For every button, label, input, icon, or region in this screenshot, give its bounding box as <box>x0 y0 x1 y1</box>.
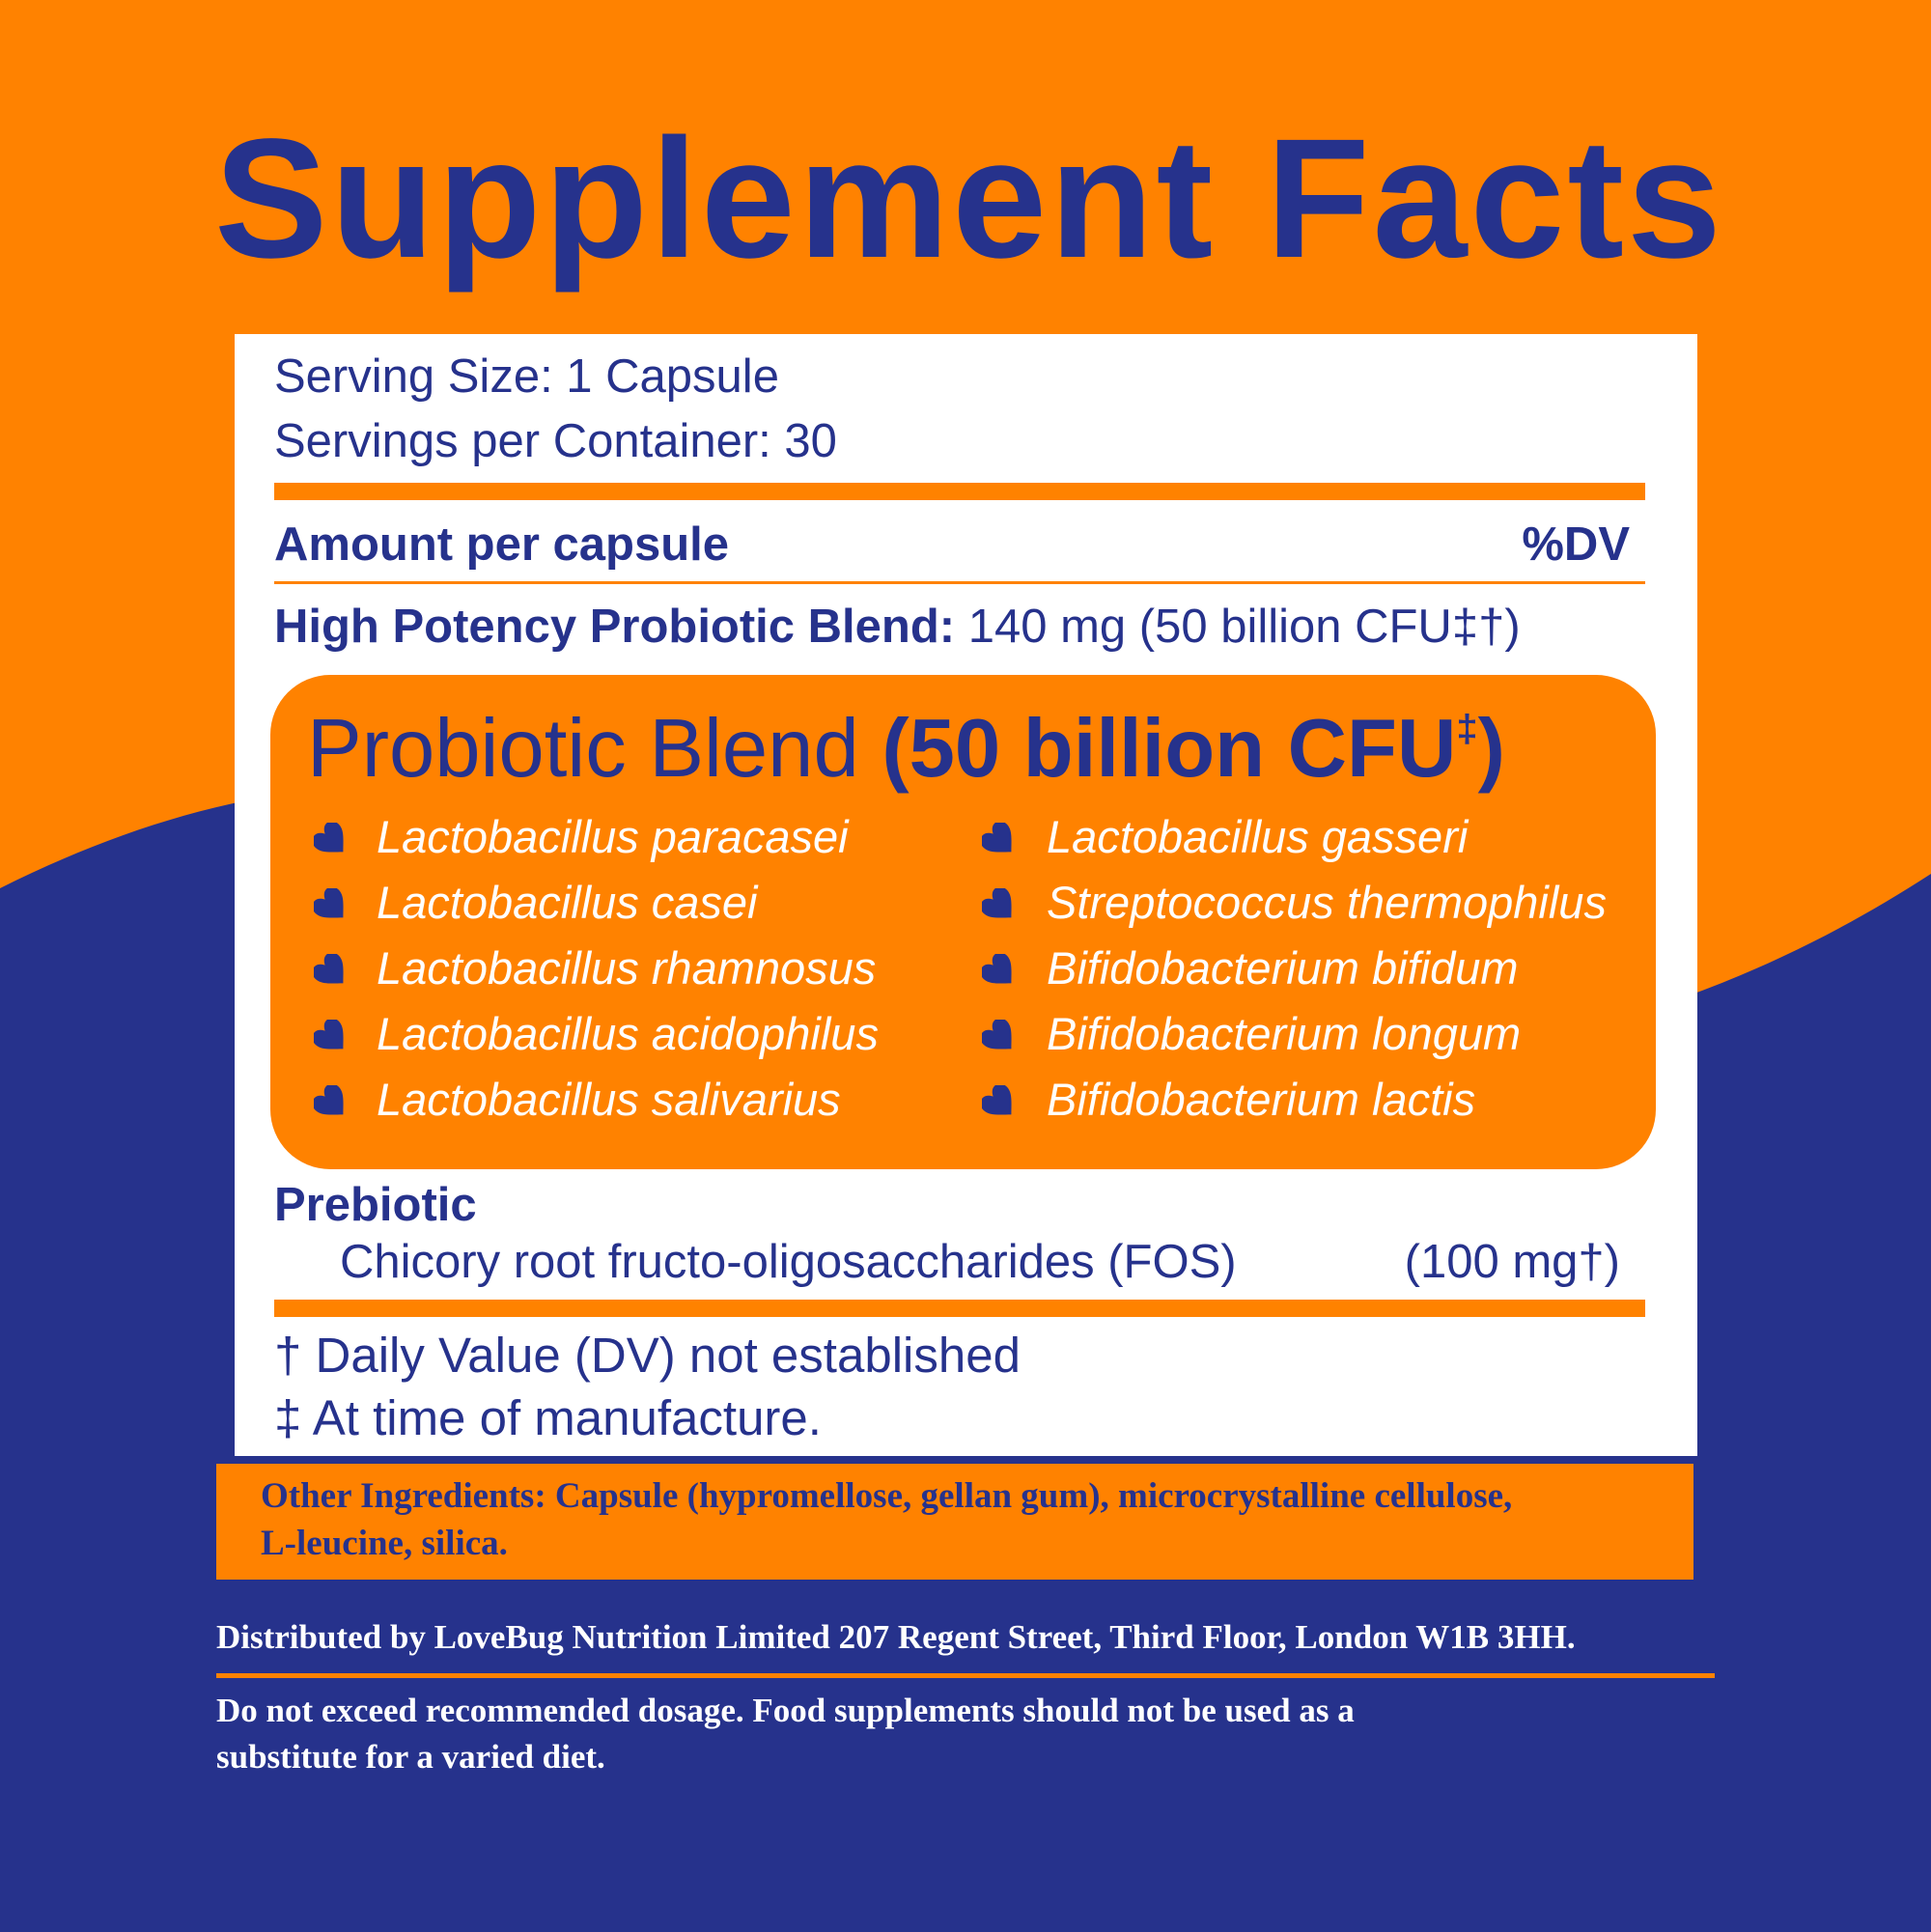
strain-item: Lactobacillus paracasei <box>377 811 849 862</box>
prebiotic-ingredient: Chicory root fructo-oligosaccharides (FO… <box>340 1236 1237 1288</box>
heart-icon <box>314 888 344 918</box>
strain-item: Lactobacillus casei <box>377 877 758 928</box>
strain-item: Lactobacillus acidophilus <box>377 1008 879 1059</box>
footnote-double-dagger: ‡ At time of manufacture. <box>274 1390 822 1445</box>
other-ingredients-band <box>216 1464 1693 1580</box>
strain-item: Bifidobacterium lactis <box>1047 1074 1476 1125</box>
other-ingredients-line2: L-leucine, silica. <box>261 1524 508 1563</box>
heart-icon <box>314 823 344 853</box>
main-blend-value: 140 mg (50 billion CFU‡†) <box>967 601 1521 653</box>
strain-item: Lactobacillus rhamnosus <box>377 942 877 994</box>
amount-per-capsule-header: Amount per capsule <box>274 518 730 571</box>
heart-icon <box>982 1020 1012 1050</box>
main-blend-row: High Potency Probiotic Blend: 140 mg (50… <box>274 603 1521 651</box>
strain-item: Bifidobacterium longum <box>1047 1008 1522 1059</box>
thin-divider <box>274 581 1645 584</box>
prebiotic-heading: Prebiotic <box>274 1179 477 1231</box>
heart-icon <box>314 954 344 984</box>
thick-divider-bottom <box>274 1300 1645 1317</box>
heart-icon <box>982 1085 1012 1115</box>
blend-title-close: ) <box>1477 703 1505 795</box>
heart-icon <box>314 1020 344 1050</box>
heart-icon <box>314 1085 344 1115</box>
warning-line1: Do not exceed recommended dosage. Food s… <box>216 1692 1355 1729</box>
strain-item: Bifidobacterium bifidum <box>1047 942 1519 994</box>
probiotic-blend-title: Probiotic Blend (50 billion CFU‡) <box>307 708 1505 790</box>
distributor-text: Distributed by LoveBug Nutrition Limited… <box>216 1618 1576 1656</box>
footnote-dagger: † Daily Value (DV) not established <box>274 1328 1021 1383</box>
strain-item: Lactobacillus salivarius <box>377 1074 841 1125</box>
page-title: Supplement Facts <box>214 104 1724 294</box>
dv-header: %DV <box>1522 518 1630 571</box>
servings-per-container: Servings per Container: 30 <box>274 415 837 467</box>
main-blend-label: High Potency Probiotic Blend: <box>274 601 956 653</box>
serving-size: Serving Size: 1 Capsule <box>274 350 779 403</box>
heart-icon <box>982 954 1012 984</box>
blend-title-regular: Probiotic Blend <box>307 703 859 795</box>
thick-divider <box>274 483 1645 500</box>
blend-title-bold: (50 billion CFU <box>882 703 1457 795</box>
warning-line2: substitute for a varied diet. <box>216 1738 605 1776</box>
footer-divider <box>216 1673 1715 1678</box>
probiotic-blend-box <box>270 675 1656 1169</box>
blend-title-mark: ‡ <box>1456 708 1478 750</box>
strain-item: Streptococcus thermophilus <box>1047 877 1607 928</box>
prebiotic-amount: (100 mg†) <box>1404 1236 1620 1288</box>
heart-icon <box>982 823 1012 853</box>
strain-item: Lactobacillus gasseri <box>1047 811 1469 862</box>
heart-icon <box>982 888 1012 918</box>
other-ingredients-line1: Other Ingredients: Capsule (hypromellose… <box>261 1476 1513 1516</box>
